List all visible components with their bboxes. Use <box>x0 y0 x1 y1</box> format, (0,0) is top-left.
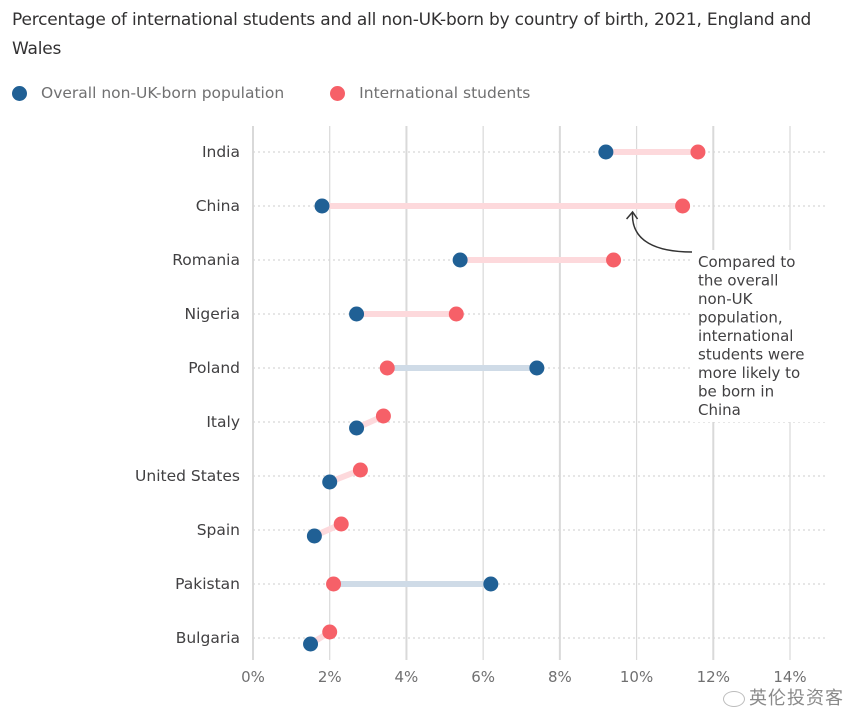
point-population <box>314 198 330 214</box>
row-bulgaria: Bulgaria <box>176 624 827 652</box>
point-population <box>598 144 614 160</box>
category-label: Pakistan <box>175 575 240 593</box>
point-population <box>303 636 319 652</box>
legend-item-population: Overall non-UK-born population <box>12 84 284 102</box>
watermark-text: 英伦投资客 <box>749 688 844 709</box>
row-italy: Italy <box>206 408 827 436</box>
legend-label-population: Overall non-UK-born population <box>41 84 285 102</box>
category-label: Romania <box>172 251 240 269</box>
legend-dot-students <box>330 85 346 101</box>
x-tick-label: 4% <box>395 668 419 686</box>
point-students <box>690 144 706 160</box>
point-population <box>349 306 365 322</box>
point-students <box>448 306 464 322</box>
x-tick-label: 10% <box>620 668 653 686</box>
row-india: India <box>202 143 827 161</box>
annotation-arrow <box>631 211 693 253</box>
category-label: Poland <box>188 359 240 377</box>
x-tick-label: 0% <box>241 668 265 686</box>
category-label: Spain <box>197 521 240 539</box>
category-label: United States <box>135 467 240 485</box>
legend-dot-population <box>12 85 27 101</box>
row-united-states: United States <box>135 462 827 490</box>
legend: Overall non-UK-born population Internati… <box>12 82 576 104</box>
point-population <box>529 360 545 376</box>
point-students <box>326 576 342 592</box>
x-tick-label: 14% <box>773 668 806 686</box>
x-tick-label: 8% <box>548 668 572 686</box>
watermark: 英伦投资客 <box>723 688 844 710</box>
annotation-bg <box>690 250 830 422</box>
arrowhead-icon <box>626 210 639 220</box>
x-axis-ticks: 0% 2% 4% 6% 8% 10% 12% 14% <box>241 668 807 686</box>
wechat-icon <box>723 691 745 707</box>
row-poland: Poland <box>188 359 827 377</box>
annotation: Compared to the overall non-UK population, i… <box>626 210 830 422</box>
x-tick-label: 2% <box>318 668 342 686</box>
category-label: India <box>202 143 240 161</box>
annotation-text: Compared to the overall non-UK population, i… <box>698 253 805 419</box>
x-tick-label: 12% <box>697 668 730 686</box>
point-students <box>379 360 395 376</box>
point-students <box>375 408 391 424</box>
row-romania: Romania <box>172 251 827 269</box>
row-pakistan: Pakistan <box>175 575 827 593</box>
category-label: Bulgaria <box>176 629 240 647</box>
row-nigeria: Nigeria <box>185 305 827 323</box>
legend-label-students: International students <box>359 84 531 102</box>
category-label: China <box>196 197 240 215</box>
category-rows: India China Romania Nigeria Poland Italy Unite… <box>135 143 827 652</box>
point-population <box>306 528 322 544</box>
point-students <box>606 252 622 268</box>
point-students <box>675 198 691 214</box>
legend-item-students: International students <box>330 84 530 102</box>
point-population <box>322 474 338 490</box>
x-tick-label: 6% <box>471 668 495 686</box>
point-population <box>483 576 499 592</box>
category-label: Nigeria <box>185 305 240 323</box>
row-china: China <box>196 197 827 215</box>
point-students <box>322 624 338 640</box>
row-spain: Spain <box>197 516 827 544</box>
point-population <box>452 252 468 268</box>
point-students <box>352 462 368 478</box>
point-students <box>333 516 349 532</box>
point-population <box>349 420 365 436</box>
category-label: Italy <box>206 413 240 431</box>
chart-title: Percentage of international students and… <box>12 10 812 59</box>
